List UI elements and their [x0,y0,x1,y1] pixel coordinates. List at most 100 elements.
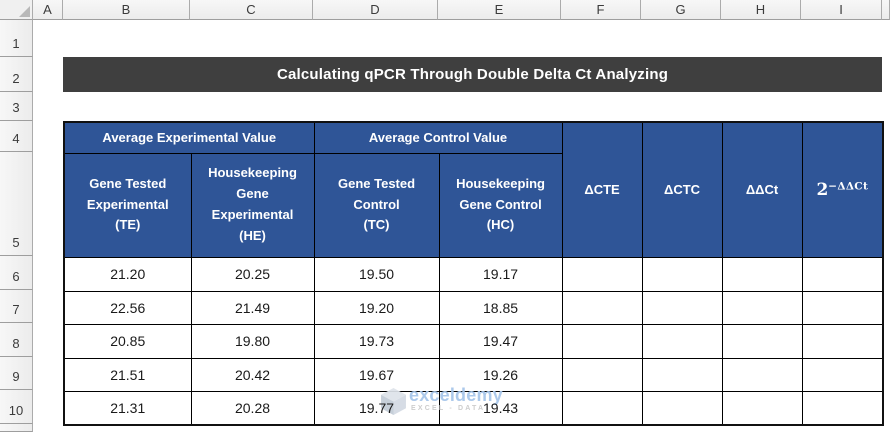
calc-header-dctc[interactable]: ΔCTC [641,121,723,258]
data-cell[interactable]: 20.28 [190,390,315,426]
empty-cell[interactable] [641,390,723,426]
data-cell[interactable]: 19.43 [438,390,563,426]
data-cell[interactable]: 19.73 [313,323,440,359]
cell-value: 19.67 [358,366,395,383]
select-all-corner[interactable] [0,0,33,20]
row-header-9[interactable]: 9 [0,357,33,390]
column-header-g[interactable]: G [641,0,721,20]
cell-value: 19.20 [358,299,395,316]
empty-cell[interactable] [641,357,723,392]
cell-value: 19.73 [358,333,395,349]
data-cell[interactable]: 20.25 [190,256,315,292]
cell-value: 21.20 [110,266,146,282]
data-cell[interactable]: 18.85 [438,290,563,325]
data-cell[interactable]: 22.56 [63,290,192,325]
subheader-gene-tested-experimental[interactable]: Gene Tested Experimental (TE) [63,152,192,258]
empty-cell[interactable] [721,323,803,359]
data-cell[interactable]: 19.17 [438,256,563,292]
row-header-2[interactable]: 2 [0,57,33,92]
row-header-6[interactable]: 6 [0,256,33,290]
table-row: 20.85 19.80 19.73 19.47 [63,323,884,359]
row-header-3[interactable]: 3 [0,92,33,121]
cell-value: 21.49 [234,299,271,316]
empty-cell[interactable] [801,323,884,359]
data-cell[interactable]: 19.80 [190,323,315,359]
exponent-base: 2 [816,179,829,200]
empty-cell[interactable] [561,323,643,359]
data-cell[interactable]: 19.50 [313,256,440,292]
exponent-superscript: −ΔΔCt [828,180,869,193]
empty-cell[interactable] [801,357,884,392]
row-header-1[interactable]: 1 [0,20,33,57]
column-header-d[interactable]: D [313,0,438,20]
table-row: 21.51 20.42 19.67 19.26 [63,357,884,392]
row-header-partial [0,424,33,432]
subheader-housekeeping-experimental[interactable]: Housekeeping Gene Experimental (HE) [190,152,315,258]
data-cell[interactable]: 19.67 [313,357,440,392]
empty-cell[interactable] [641,256,723,292]
data-cell[interactable]: 19.20 [313,290,440,325]
empty-cell[interactable] [721,256,803,292]
cell-value: 20.25 [234,266,271,282]
column-header-f[interactable]: F [561,0,641,20]
data-cell[interactable]: 19.47 [438,323,563,359]
empty-cell[interactable] [801,290,884,325]
group-header-experimental[interactable]: Average Experimental Value [63,121,315,154]
calc-header-dcte[interactable]: ΔCTE [561,121,643,258]
row-header-7[interactable]: 7 [0,290,33,323]
cell-value: 20.42 [234,366,271,383]
column-header-c[interactable]: C [190,0,313,20]
data-cell[interactable]: 21.51 [63,357,192,392]
table-row: 21.20 20.25 19.50 19.17 [63,256,884,292]
subheader-housekeeping-control[interactable]: Housekeeping Gene Control (HC) [438,152,563,258]
cell-value: 22.56 [110,299,146,316]
column-header-h[interactable]: H [721,0,801,20]
calc-header-ddct[interactable]: ΔΔCt [721,121,803,258]
row-header-10[interactable]: 10 [0,390,33,424]
column-header-a[interactable]: A [33,0,63,20]
data-cell[interactable]: 21.49 [190,290,315,325]
cell-value: 19.77 [358,399,395,416]
empty-cell[interactable] [561,390,643,426]
calc-header-exponent[interactable]: 2−ΔΔCt [801,121,884,258]
table-row: 22.56 21.49 19.20 18.85 [63,290,884,325]
cell-value: 19.50 [358,266,395,282]
empty-cell[interactable] [721,290,803,325]
empty-cell[interactable] [641,290,723,325]
row-header-8[interactable]: 8 [0,323,33,357]
page-title: Calculating qPCR Through Double Delta Ct… [276,66,669,83]
empty-cell[interactable] [721,357,803,392]
data-cell[interactable]: 20.42 [190,357,315,392]
cell-value: 19.80 [234,333,271,349]
empty-cell[interactable] [641,323,723,359]
column-header-i[interactable]: I [801,0,882,20]
data-cell[interactable]: 20.85 [63,323,192,359]
empty-cell[interactable] [801,390,884,426]
empty-cell[interactable] [561,290,643,325]
table-sub-header-row: Gene Tested Experimental (TE) Housekeepi… [63,152,883,258]
select-all-triangle-icon [19,6,30,17]
group-header-control[interactable]: Average Control Value [313,121,563,154]
column-header-e[interactable]: E [438,0,561,20]
cell-value: 20.85 [110,333,146,349]
row-header-5[interactable]: 5 [0,152,33,256]
cell-value: 21.31 [110,399,146,416]
title-banner-cell[interactable]: Calculating qPCR Through Double Delta Ct… [63,57,882,92]
cell-value: 19.26 [483,366,519,383]
subheader-gene-tested-control[interactable]: Gene Tested Control (TC) [313,152,440,258]
column-header-b[interactable]: B [63,0,190,20]
cell-value: 19.47 [483,333,519,349]
row-header-4[interactable]: 4 [0,121,33,152]
empty-cell[interactable] [561,357,643,392]
empty-cell[interactable] [801,256,884,292]
data-cell[interactable]: 19.26 [438,357,563,392]
qpcr-table: Average Experimental Value Average Contr… [63,121,885,426]
data-cell[interactable]: 19.77 [313,390,440,426]
empty-cell[interactable] [561,256,643,292]
data-cell[interactable]: 21.31 [63,390,192,426]
cell-value: 19.17 [483,266,519,282]
data-cell[interactable]: 21.20 [63,256,192,292]
cell-value: 21.51 [110,366,146,383]
empty-cell[interactable] [721,390,803,426]
